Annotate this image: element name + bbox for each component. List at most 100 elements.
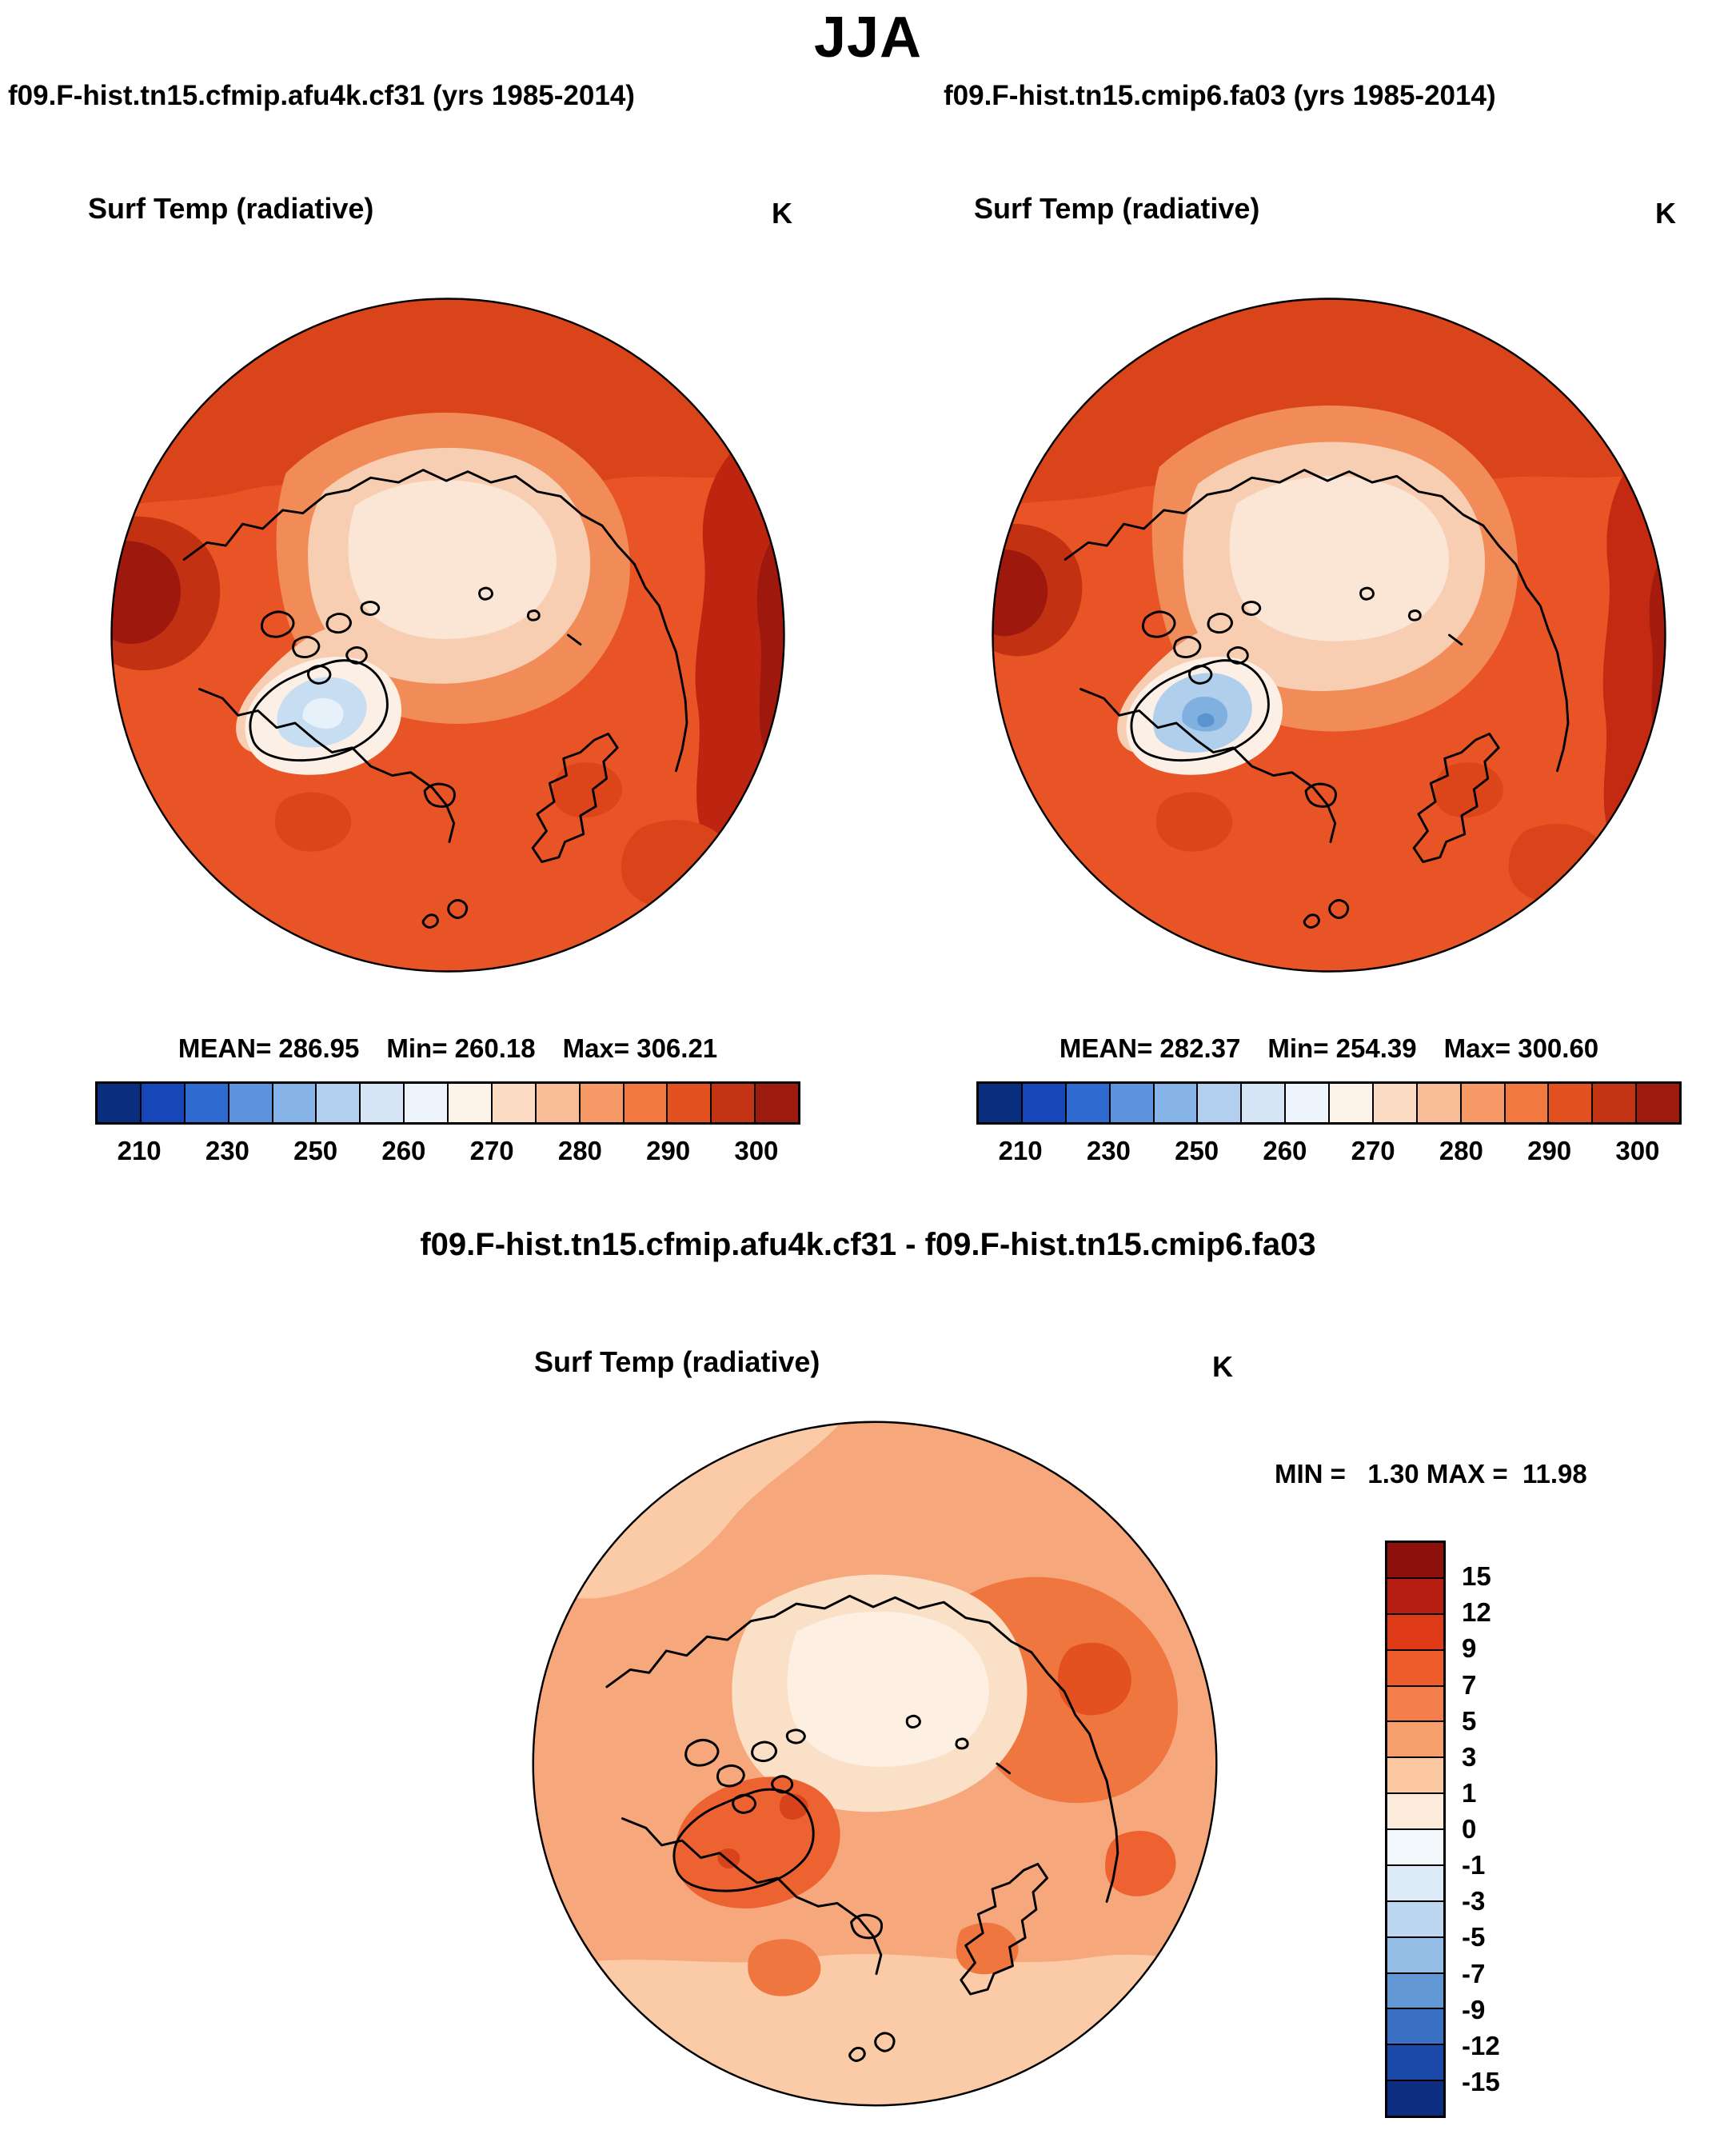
colorbar-right-labels: 210 230 250 260 270 280 290 300 xyxy=(976,1136,1682,1171)
polar-map-diff-svg xyxy=(532,1421,1218,2107)
colorbar-segment xyxy=(1387,2009,1443,2046)
polar-map-right-svg xyxy=(992,298,1666,973)
colorbar-tick-label: 300 xyxy=(1615,1136,1660,1165)
colorbar-segment xyxy=(317,1084,361,1122)
colorbar-tick-label: 290 xyxy=(1527,1136,1572,1165)
colorbar-segment xyxy=(580,1084,625,1122)
colorbar-segment xyxy=(979,1084,1023,1122)
colorbar-segment xyxy=(1387,1614,1443,1651)
colorbar-tick-label: -15 xyxy=(1462,2066,1500,2096)
colorbar-tick-label: 15 xyxy=(1462,1561,1491,1592)
right-mean-value: MEAN= 282.37 xyxy=(1059,1033,1241,1063)
colorbar-tick-label: -1 xyxy=(1462,1850,1486,1880)
colorbar-segment xyxy=(1593,1084,1638,1122)
colorbar-tick-label: 0 xyxy=(1462,1814,1477,1844)
left-units-label: K xyxy=(772,197,792,230)
colorbar-tick-label: 7 xyxy=(1462,1669,1477,1700)
coastlines xyxy=(1064,469,1570,929)
colorbar-tick-label: 290 xyxy=(646,1136,691,1165)
colorbar-tick-label: 3 xyxy=(1462,1741,1477,1772)
left-mean-value: MEAN= 286.95 xyxy=(178,1033,360,1063)
colorbar-tick-label: 280 xyxy=(1439,1136,1483,1165)
colorbar-segment xyxy=(1387,1830,1443,1866)
colorbar-tick-label: 210 xyxy=(117,1136,162,1165)
colorbar-tick-label: -7 xyxy=(1462,1958,1486,1988)
season-title: JJA xyxy=(813,6,923,70)
colorbar-segment xyxy=(1387,1722,1443,1759)
colorbar-segment xyxy=(1154,1084,1199,1122)
right-stats: MEAN= 282.37 Min= 254.39 Max= 300.60 xyxy=(982,1033,1676,1064)
colorbar-tick-label: 260 xyxy=(381,1136,426,1165)
left-field-label: Surf Temp (radiative) xyxy=(88,192,374,225)
left-max-value: Max= 306.21 xyxy=(562,1033,718,1063)
colorbar-segment xyxy=(1417,1084,1462,1122)
colorbar-left xyxy=(95,1081,800,1125)
colorbar-segment xyxy=(1387,1973,1443,2010)
colorbar-segment xyxy=(1387,1758,1443,1795)
colorbar-tick-label: -9 xyxy=(1462,1994,1486,2024)
colorbar-diff xyxy=(1385,1541,1446,2118)
colorbar-segment xyxy=(361,1084,405,1122)
colorbar-segment xyxy=(1373,1084,1418,1122)
right-min-value: Min= 254.39 xyxy=(1267,1033,1417,1063)
colorbar-segment xyxy=(185,1084,229,1122)
colorbar-segment xyxy=(1387,1794,1443,1830)
colorbar-tick-label: 300 xyxy=(734,1136,779,1165)
coastlines xyxy=(605,1594,1119,2062)
colorbar-segment xyxy=(1387,2081,1443,2116)
colorbar-segment xyxy=(141,1084,186,1122)
colorbar-tick-label: 9 xyxy=(1462,1633,1477,1664)
colorbar-segment xyxy=(273,1084,317,1122)
colorbar-diff-labels: 15 12 9 7 5 3 1 0 -1 -3 -5 -7 -9 -12 -15 xyxy=(1462,1541,1558,2118)
map-diff xyxy=(522,1411,1227,2116)
colorbar-segment xyxy=(1461,1084,1506,1122)
colorbar-segment xyxy=(1387,1937,1443,1974)
left-min-value: Min= 260.18 xyxy=(386,1033,536,1063)
map-left xyxy=(101,288,795,982)
colorbar-tick-label: 12 xyxy=(1462,1597,1491,1628)
colorbar-segment xyxy=(98,1084,142,1122)
colorbar-tick-label: 270 xyxy=(469,1136,514,1165)
colorbar-segment xyxy=(1387,1686,1443,1723)
colorbar-segment xyxy=(756,1084,798,1122)
colorbar-segment xyxy=(229,1084,273,1122)
colorbar-tick-label: 270 xyxy=(1351,1136,1395,1165)
colorbar-segment xyxy=(1110,1084,1155,1122)
colorbar-segment xyxy=(624,1084,668,1122)
difference-title: f09.F-hist.tn15.cfmip.afu4k.cf31 - f09.F… xyxy=(420,1227,1316,1262)
polar-map-left-svg xyxy=(110,298,785,973)
colorbar-tick-label: 230 xyxy=(205,1136,249,1165)
colorbar-tick-label: -5 xyxy=(1462,1922,1486,1952)
colorbar-segment xyxy=(712,1084,756,1122)
colorbar-segment xyxy=(1387,1650,1443,1687)
colorbar-segment xyxy=(1505,1084,1550,1122)
colorbar-tick-label: 5 xyxy=(1462,1705,1477,1736)
colorbar-segment xyxy=(449,1084,493,1122)
diff-minmax: MIN = 1.30 MAX = 11.98 xyxy=(1275,1459,1587,1489)
colorbar-segment xyxy=(492,1084,537,1122)
colorbar-tick-label: 230 xyxy=(1086,1136,1131,1165)
colorbar-segment xyxy=(1242,1084,1287,1122)
right-units-label: K xyxy=(1655,197,1676,230)
right-run-subtitle: f09.F-hist.tn15.cmip6.fa03 (yrs 1985-201… xyxy=(944,80,1496,111)
diff-units-label: K xyxy=(1212,1350,1233,1383)
colorbar-tick-label: 250 xyxy=(1175,1136,1219,1165)
left-run-subtitle: f09.F-hist.tn15.cfmip.afu4k.cf31 (yrs 19… xyxy=(8,80,635,111)
colorbar-segment xyxy=(1022,1084,1067,1122)
colorbar-segment xyxy=(1637,1084,1679,1122)
colorbar-segment xyxy=(1387,1865,1443,1902)
colorbar-segment xyxy=(1387,1901,1443,1938)
colorbar-left-labels: 210 230 250 260 270 280 290 300 xyxy=(95,1136,800,1171)
colorbar-segment xyxy=(1066,1084,1111,1122)
colorbar-segment xyxy=(1387,2045,1443,2082)
coastlines xyxy=(182,469,688,929)
colorbar-segment xyxy=(1387,1543,1443,1579)
colorbar-segment xyxy=(1286,1084,1330,1122)
colorbar-tick-label: 260 xyxy=(1263,1136,1307,1165)
colorbar-tick-label: 280 xyxy=(557,1136,602,1165)
colorbar-segment xyxy=(668,1084,712,1122)
colorbar-tick-label: -3 xyxy=(1462,1886,1486,1916)
right-max-value: Max= 300.60 xyxy=(1443,1033,1599,1063)
colorbar-segment xyxy=(1549,1084,1594,1122)
